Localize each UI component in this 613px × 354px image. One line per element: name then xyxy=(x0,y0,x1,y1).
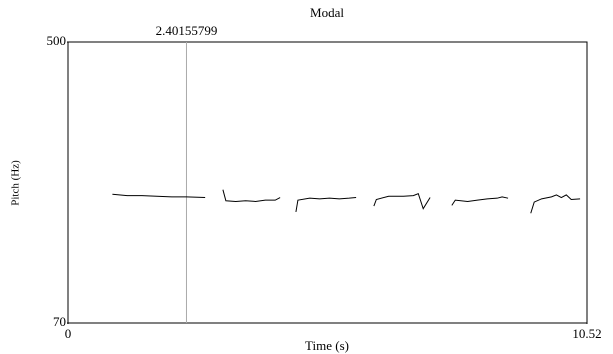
pitch-contour xyxy=(112,193,206,199)
y-tick-label: 500 xyxy=(47,33,67,48)
y-tick-label: 70 xyxy=(53,314,66,329)
pitch-contour xyxy=(295,197,357,212)
x-tick-label: 0 xyxy=(65,326,72,341)
y-axis-label: Pitch (Hz) xyxy=(10,160,22,206)
pitch-contour xyxy=(451,196,509,206)
pitch-contour xyxy=(373,192,431,210)
plot-frame xyxy=(67,41,588,324)
x-tick-label: 10.52 xyxy=(572,326,601,341)
cursor-label: 2.40155799 xyxy=(156,23,218,38)
chart-title: Modal xyxy=(310,5,344,20)
pitch-contour xyxy=(530,194,581,214)
pitch-contour xyxy=(222,189,281,202)
x-axis-label: Time (s) xyxy=(305,338,349,353)
